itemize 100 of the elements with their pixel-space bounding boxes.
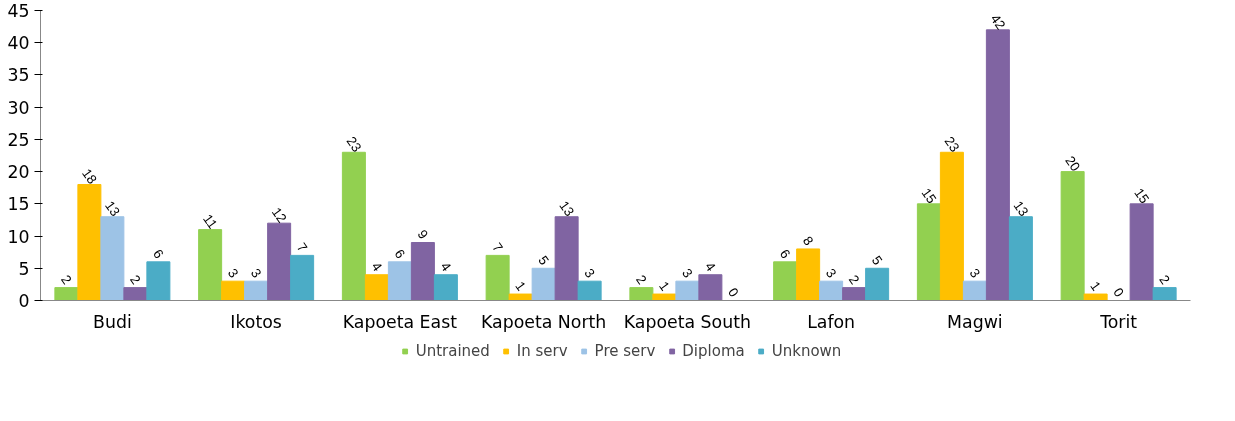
x-tick-label: Kapoeta South [623, 311, 751, 332]
x-tick-label: Lafon [807, 311, 856, 332]
legend-label: Unknown [771, 342, 842, 360]
bar [577, 280, 602, 301]
legend-label: Diploma [682, 342, 745, 360]
bar [842, 287, 867, 301]
bar [244, 280, 269, 301]
data-label: 2 [127, 272, 144, 287]
data-label: 13 [556, 198, 578, 220]
bar [629, 287, 654, 301]
data-label: 5 [535, 252, 552, 268]
y-tick-label: 10 [7, 226, 30, 247]
legend-label: Untrained [415, 342, 490, 360]
data-label: 8 [799, 233, 817, 249]
data-label: 2 [1156, 272, 1173, 287]
data-label: 3 [966, 265, 984, 281]
bar [508, 293, 533, 301]
bar [1152, 287, 1177, 301]
legend-label: In serv [516, 342, 568, 360]
bar [77, 184, 102, 301]
data-label: 0 [725, 285, 742, 300]
data-label: 15 [1131, 185, 1153, 207]
bar [939, 151, 964, 301]
bar [341, 151, 366, 301]
bar [985, 29, 1010, 301]
bar [198, 229, 223, 301]
data-label: 5 [868, 252, 886, 268]
bar [773, 261, 798, 301]
data-label: 3 [679, 265, 696, 281]
bar [916, 203, 941, 301]
y-tick-label: 45 [7, 1, 30, 21]
data-label: 4 [437, 259, 455, 275]
y-tick-label: 25 [7, 129, 30, 150]
data-label: 3 [822, 265, 840, 281]
y-tick-label: 40 [7, 33, 30, 54]
data-label: 9 [414, 227, 432, 242]
y-tick-label: 0 [18, 291, 30, 311]
bar [1060, 171, 1085, 301]
data-label: 6 [776, 246, 794, 262]
data-label: 6 [150, 246, 167, 262]
bar [387, 261, 412, 301]
data-label: 7 [489, 240, 506, 255]
bar [485, 254, 510, 301]
bar [267, 222, 292, 301]
x-tick-label: Torit [1099, 311, 1138, 332]
bar [865, 267, 890, 301]
bar [146, 261, 171, 301]
bar [698, 274, 723, 301]
bar [819, 280, 844, 301]
data-label: 2 [58, 272, 75, 287]
bar [221, 280, 246, 301]
bar [410, 242, 435, 301]
legend-label: Pre serv [594, 342, 656, 360]
bar [652, 293, 677, 301]
bar [364, 274, 389, 301]
data-label: 3 [581, 265, 598, 281]
data-label: 12 [268, 204, 290, 226]
bar [1083, 293, 1108, 301]
data-label: 4 [368, 259, 386, 275]
y-tick-label: 15 [7, 194, 30, 215]
x-tick-label: Budi [93, 311, 132, 332]
data-label: 23 [941, 133, 963, 155]
x-tick-label: Kapoeta East [342, 311, 458, 332]
data-label: 3 [247, 265, 265, 281]
x-tick-label: Kapoeta North [480, 311, 607, 332]
data-label: 13 [1010, 198, 1032, 220]
bar [554, 216, 579, 301]
bar [1129, 203, 1154, 301]
bar [675, 280, 700, 301]
data-label: 23 [343, 133, 365, 155]
bar [123, 287, 148, 301]
data-label: 15 [918, 185, 940, 207]
data-label: 42 [987, 11, 1009, 33]
data-label: 0 [1110, 285, 1127, 300]
data-label: 1 [512, 278, 529, 294]
bar [796, 248, 821, 301]
data-label: 4 [702, 259, 719, 275]
y-tick-label: 20 [7, 162, 30, 183]
bar [1008, 216, 1033, 301]
bar [290, 254, 315, 301]
bar [100, 216, 125, 301]
data-label: 1 [1087, 278, 1104, 294]
data-label: 2 [633, 272, 650, 287]
bar [531, 267, 556, 301]
y-tick-label: 5 [18, 258, 30, 279]
data-label: 18 [78, 166, 100, 187]
data-label: 11 [200, 211, 221, 232]
data-label: 3 [224, 265, 242, 281]
y-tick-label: 30 [7, 97, 30, 118]
bar [962, 280, 987, 301]
data-label: 7 [293, 240, 311, 255]
data-label: 20 [1062, 153, 1084, 175]
bar [54, 287, 79, 301]
data-label: 1 [656, 278, 673, 294]
x-tick-label: Magwi [947, 311, 1003, 332]
bar [433, 274, 458, 301]
x-tick-label: Ikotos [230, 311, 282, 332]
data-label: 13 [101, 198, 123, 220]
data-label: 6 [391, 246, 409, 262]
y-tick-label: 35 [7, 65, 30, 86]
